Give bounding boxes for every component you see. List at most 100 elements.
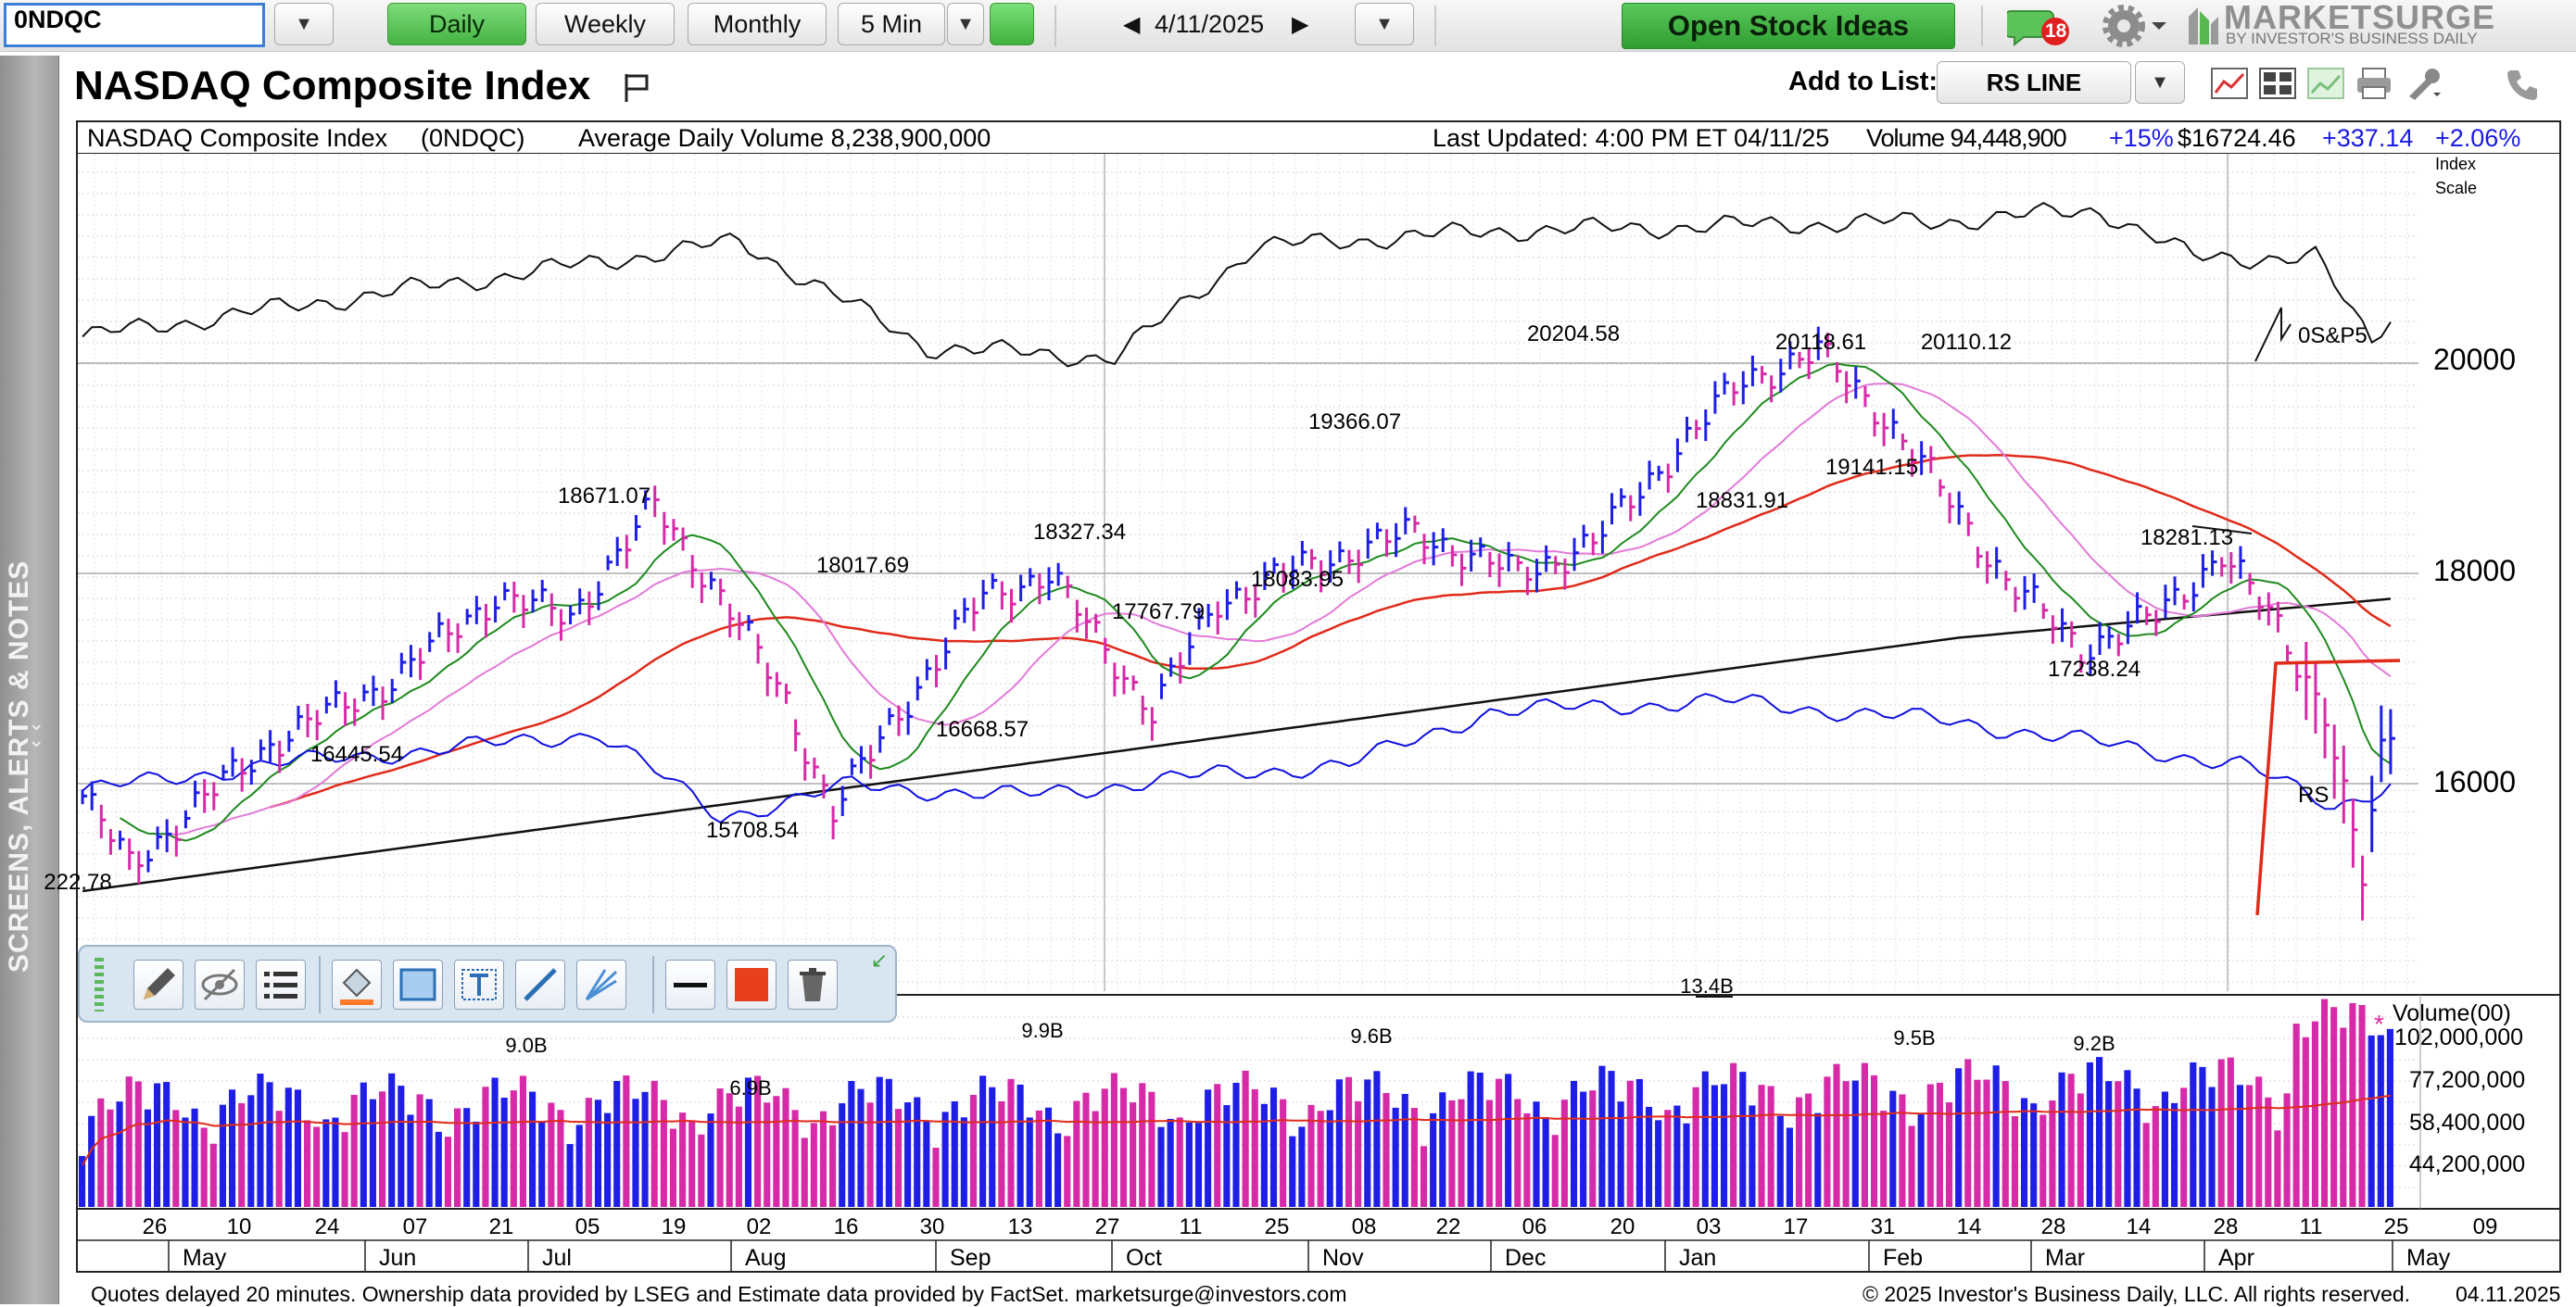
volume-bar xyxy=(2274,1130,2281,1207)
volume-bar xyxy=(2020,1098,2028,1207)
x-axis-day-tick: 08 xyxy=(1352,1214,1377,1239)
volume-bar xyxy=(1317,1111,1324,1207)
volume-bar xyxy=(1570,1080,1578,1207)
alerts-icon xyxy=(2004,10,2069,47)
volume-bar xyxy=(1392,1107,1399,1207)
volume-bar xyxy=(1776,1115,1784,1207)
volume-bar xyxy=(134,1081,142,1207)
previous-day-icon[interactable]: ◀ xyxy=(1123,11,1141,37)
volume-bar xyxy=(2152,1106,2159,1207)
settings-button[interactable] xyxy=(2100,4,2174,48)
volume-bar xyxy=(2030,1103,2038,1207)
volume-bar xyxy=(2255,1076,2263,1207)
price-label: 15708.54 xyxy=(706,818,799,843)
alerts-button[interactable]: 18 xyxy=(2004,4,2072,48)
next-day-icon[interactable]: ▶ xyxy=(1292,11,1309,37)
text-tool-button[interactable] xyxy=(454,960,504,1010)
volume-bar xyxy=(1458,1099,1465,1207)
volume-bar xyxy=(1026,1117,1033,1207)
volume-bar xyxy=(313,1126,321,1207)
main-toolbar: 0NDQC ▼ Daily Weekly Monthly 5 Min ▼ ◀ 4… xyxy=(0,0,2576,52)
volume-bar xyxy=(97,1098,105,1207)
x-axis-day-tick: 11 xyxy=(2300,1214,2323,1239)
x-axis-day-tick: 09 xyxy=(2473,1214,2498,1239)
volume-bar xyxy=(585,1098,592,1207)
print-icon[interactable] xyxy=(2354,65,2394,102)
volume-bar xyxy=(209,1143,217,1207)
period-weekly-button[interactable]: Weekly xyxy=(536,3,675,45)
screens-alerts-notes-tab[interactable]: SCREENS, ALERTS & NOTES ⌄ ⌄ xyxy=(0,56,59,1304)
volume-bar xyxy=(1139,1083,1146,1207)
volume-bar xyxy=(1476,1073,1484,1207)
volume-bar xyxy=(191,1108,198,1207)
line-tool-button[interactable] xyxy=(515,960,565,1010)
x-axis-day-tick: 25 xyxy=(1265,1214,1290,1239)
volume-bar xyxy=(2358,1004,2366,1207)
hide-drawings-button[interactable] xyxy=(195,960,245,1010)
x-axis-day-tick: 21 xyxy=(489,1214,514,1239)
volume-bar xyxy=(294,1089,302,1207)
volume-bar xyxy=(2320,999,2329,1207)
drawing-list-button[interactable] xyxy=(256,960,306,1010)
symbol-input[interactable]: 0NDQC xyxy=(4,3,265,47)
volume-bar xyxy=(848,1081,855,1207)
list-select[interactable]: RS LINE xyxy=(1937,61,2131,104)
volume-bar xyxy=(1608,1071,1615,1207)
wrench-icon[interactable] xyxy=(2402,65,2443,102)
period-monthly-button[interactable]: Monthly xyxy=(688,3,827,45)
x-axis-day-tick: 13 xyxy=(1008,1214,1033,1239)
x-axis-month-label: Jun xyxy=(379,1245,416,1271)
layout-grid-icon[interactable] xyxy=(2257,65,2298,102)
intraday-dropdown[interactable]: ▼ xyxy=(947,3,984,45)
volume-bar xyxy=(2105,1081,2113,1207)
volume-bar xyxy=(2377,1035,2384,1207)
phone-icon[interactable] xyxy=(2502,65,2543,102)
volume-bar xyxy=(435,1131,442,1207)
volume-bar xyxy=(1974,1079,1981,1207)
volume-bar xyxy=(379,1091,386,1207)
rectangle-icon xyxy=(399,968,436,1001)
price-label: 16445.54 xyxy=(310,742,403,767)
minimize-toolbar-icon[interactable]: ↙ xyxy=(870,949,888,972)
volume-bar xyxy=(1430,1112,1437,1207)
fill-color-button[interactable] xyxy=(332,960,382,1010)
rectangle-tool-button[interactable] xyxy=(393,960,443,1010)
line-color-button[interactable] xyxy=(726,960,777,1010)
list-dropdown-button[interactable]: ▼ xyxy=(2135,61,2185,104)
symbol-history-dropdown[interactable]: ▼ xyxy=(274,3,334,45)
period-daily-button[interactable]: Daily xyxy=(387,3,526,45)
volume-bar xyxy=(839,1103,846,1207)
volume-bar xyxy=(116,1101,123,1207)
line-weight-button[interactable] xyxy=(665,960,715,1010)
date-dropdown[interactable]: ▼ xyxy=(1355,3,1414,45)
volume-bar xyxy=(932,1148,940,1207)
volume-bar xyxy=(716,1088,724,1207)
sp-tail xyxy=(2254,307,2292,362)
volume-bar xyxy=(1280,1099,1287,1207)
price-bars xyxy=(81,307,2401,921)
footer: Quotes delayed 20 minutes. Ownership dat… xyxy=(0,1276,2576,1306)
price-chart-canvas[interactable]: 222.78 16445.54 18671.07 15708.54 18017.69 16… xyxy=(0,0,2576,1276)
delete-drawing-button[interactable] xyxy=(788,960,838,1010)
volume-bar xyxy=(1824,1076,1831,1207)
flag-icon[interactable] xyxy=(623,72,650,104)
date-field[interactable]: 4/11/2025 xyxy=(1155,9,1265,38)
color-swatch-icon xyxy=(735,968,768,1001)
x-axis-day-tick: 25 xyxy=(2384,1214,2409,1239)
volume-bar xyxy=(1373,1071,1381,1207)
volume-bar xyxy=(1167,1118,1174,1207)
chart-overlay-icon[interactable] xyxy=(2305,65,2346,102)
price-label: 17238.24 xyxy=(2048,657,2140,682)
volume-bar xyxy=(904,1102,912,1207)
draw-pencil-button[interactable] xyxy=(133,960,183,1010)
intraday-5min-button[interactable]: 5 Min xyxy=(838,3,945,45)
open-stock-ideas-button[interactable]: Open Stock Ideas xyxy=(1622,3,1955,49)
chart-type-icon[interactable] xyxy=(2209,65,2250,102)
volume-bar xyxy=(1683,1123,1690,1207)
side-tab-chevrons-icon[interactable]: ⌄ ⌄ xyxy=(28,711,45,751)
fib-tool-button[interactable] xyxy=(576,960,626,1010)
footer-disclaimer: Quotes delayed 20 minutes. Ownership dat… xyxy=(91,1282,1347,1306)
drag-handle[interactable] xyxy=(95,958,104,1012)
volume-bar xyxy=(2311,1021,2318,1207)
volume-bar xyxy=(1383,1092,1390,1207)
